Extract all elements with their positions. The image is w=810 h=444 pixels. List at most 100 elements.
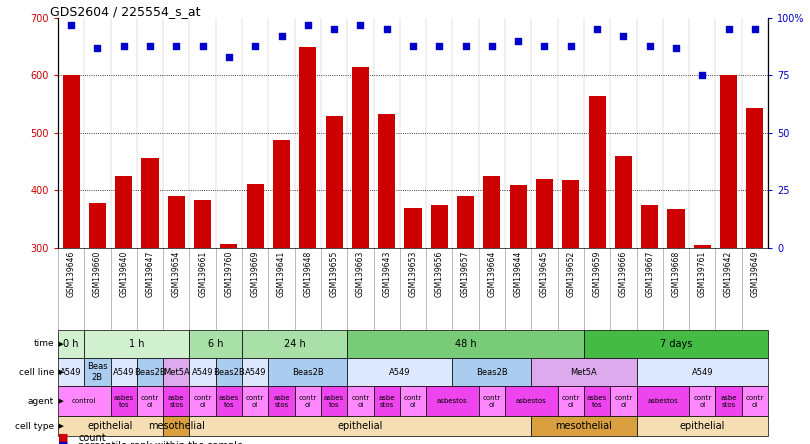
Bar	[746, 108, 763, 420]
Text: time: time	[33, 340, 54, 349]
Point	[143, 42, 156, 49]
Point	[407, 42, 420, 49]
Point	[459, 42, 472, 49]
Bar	[58, 330, 84, 358]
Point	[301, 21, 314, 28]
Text: A549: A549	[192, 368, 213, 377]
Bar	[615, 156, 632, 420]
Bar	[142, 159, 159, 420]
Text: GSM139657: GSM139657	[461, 250, 470, 297]
Text: control: control	[72, 398, 96, 404]
Text: contr
ol: contr ol	[352, 395, 369, 408]
Text: asbestos: asbestos	[647, 398, 678, 404]
Text: GSM139647: GSM139647	[146, 250, 155, 297]
Bar	[689, 386, 715, 416]
Point	[748, 26, 761, 33]
Bar	[347, 386, 373, 416]
Point	[485, 42, 498, 49]
Bar	[220, 244, 237, 420]
Text: GSM139654: GSM139654	[172, 250, 181, 297]
Text: GSM139643: GSM139643	[382, 250, 391, 297]
Bar	[190, 358, 215, 386]
Bar	[111, 358, 137, 386]
Text: Beas2B: Beas2B	[292, 368, 324, 377]
Bar	[347, 330, 584, 358]
Bar	[610, 386, 637, 416]
Text: GSM139652: GSM139652	[566, 250, 575, 297]
Bar	[115, 176, 132, 420]
Point	[590, 26, 603, 33]
Bar	[58, 358, 84, 386]
Bar	[247, 184, 264, 420]
Bar	[163, 386, 190, 416]
Text: GSM139644: GSM139644	[514, 250, 522, 297]
Point	[249, 42, 262, 49]
Text: GSM139659: GSM139659	[593, 250, 602, 297]
Text: contr
ol: contr ol	[693, 395, 711, 408]
Point	[380, 26, 393, 33]
Text: GSM139668: GSM139668	[671, 250, 680, 297]
Text: A549: A549	[692, 368, 713, 377]
Text: GSM139655: GSM139655	[330, 250, 339, 297]
Bar	[373, 386, 400, 416]
Bar	[194, 200, 211, 420]
Bar	[667, 209, 684, 420]
Text: 0 h: 0 h	[63, 339, 79, 349]
Bar	[268, 386, 295, 416]
Bar	[715, 386, 742, 416]
Bar	[431, 205, 448, 420]
Text: GSM139760: GSM139760	[224, 250, 233, 297]
Bar	[299, 47, 317, 420]
Bar	[637, 386, 689, 416]
Bar	[637, 358, 768, 386]
Text: contr
ol: contr ol	[614, 395, 633, 408]
Text: contr
ol: contr ol	[483, 395, 501, 408]
Bar	[242, 358, 268, 386]
Bar	[268, 358, 347, 386]
Bar	[58, 386, 111, 416]
Text: ▶: ▶	[54, 423, 64, 429]
Bar	[347, 358, 453, 386]
Text: GDS2604 / 225554_s_at: GDS2604 / 225554_s_at	[50, 5, 200, 19]
Point	[275, 33, 288, 40]
Bar	[637, 416, 768, 436]
Text: ▶: ▶	[54, 369, 64, 375]
Text: mesothelial: mesothelial	[556, 421, 612, 431]
Text: GSM139663: GSM139663	[356, 250, 365, 297]
Point	[91, 44, 104, 52]
Bar	[215, 386, 242, 416]
Text: asbestos: asbestos	[516, 398, 547, 404]
Text: epithelial: epithelial	[338, 421, 383, 431]
Text: contr
ol: contr ol	[299, 395, 317, 408]
Text: Beas2B: Beas2B	[476, 368, 508, 377]
Text: GSM139666: GSM139666	[619, 250, 628, 297]
Text: GSM139642: GSM139642	[724, 250, 733, 297]
Text: GSM139649: GSM139649	[750, 250, 759, 297]
Text: GSM139653: GSM139653	[408, 250, 417, 297]
Text: agent: agent	[28, 396, 54, 405]
Bar	[352, 67, 369, 420]
Point	[617, 33, 630, 40]
Text: GSM139761: GSM139761	[697, 250, 707, 297]
Bar	[84, 358, 111, 386]
Point	[696, 72, 709, 79]
Bar	[404, 208, 421, 420]
Point	[223, 54, 236, 61]
Bar	[557, 386, 584, 416]
Text: ▶: ▶	[54, 398, 64, 404]
Bar	[168, 196, 185, 420]
Bar	[295, 386, 321, 416]
Text: Met5A: Met5A	[163, 368, 190, 377]
Text: GSM139641: GSM139641	[277, 250, 286, 297]
Bar	[562, 180, 579, 420]
Text: Beas2B: Beas2B	[134, 368, 166, 377]
Text: contr
ol: contr ol	[404, 395, 422, 408]
Bar	[62, 75, 79, 420]
Text: 24 h: 24 h	[284, 339, 305, 349]
Text: GSM139656: GSM139656	[435, 250, 444, 297]
Text: GSM139661: GSM139661	[198, 250, 207, 297]
Point	[512, 37, 525, 44]
Point	[117, 42, 130, 49]
Point	[670, 44, 683, 52]
Bar	[137, 358, 163, 386]
